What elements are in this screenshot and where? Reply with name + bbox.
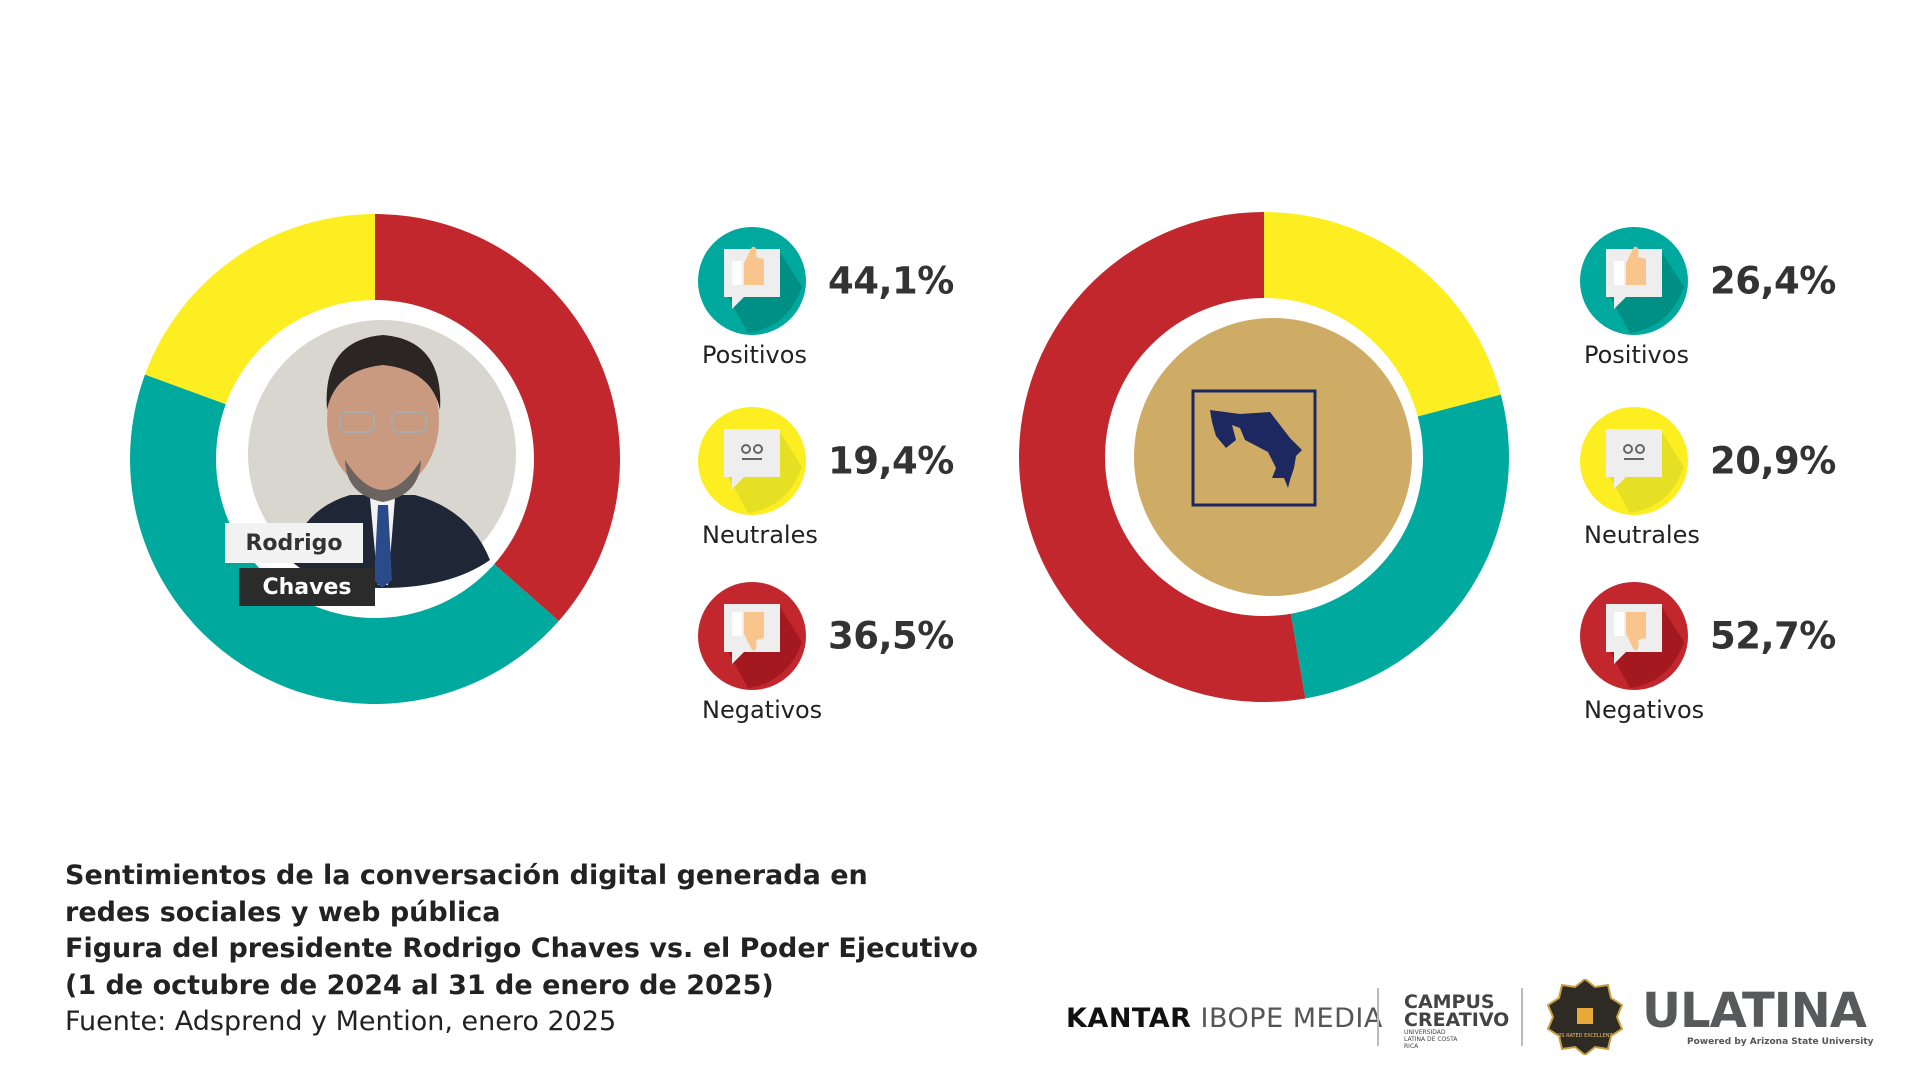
label-negativos: Negativos bbox=[1584, 696, 1705, 724]
donut-segment-neutrales bbox=[145, 213, 375, 408]
campus-sub-text: UNIVERSIDAD LATINA DE COSTA RICA bbox=[1404, 1029, 1458, 1050]
ibope-media-text: IBOPE MEDIA bbox=[1200, 1003, 1383, 1034]
thumbs-up-icon bbox=[698, 227, 806, 335]
creativo-text: CREATIVO bbox=[1404, 1009, 1510, 1031]
caption-source: Fuente: Adsprend y Mention, enero 2025 bbox=[65, 1006, 617, 1037]
thumbs-down-icon bbox=[698, 582, 806, 690]
caption: Sentimientos de la conversación digital … bbox=[65, 858, 978, 1041]
donut-segment-negativos bbox=[1018, 212, 1306, 703]
kantar-ibope-logo: KANTAR IBOPE MEDIA bbox=[1066, 1003, 1383, 1034]
ulatina-text: ULATINA bbox=[1642, 983, 1867, 1039]
neutral-face-icon bbox=[1580, 407, 1688, 515]
logo-divider bbox=[1377, 988, 1379, 1046]
thumbs-down-icon bbox=[1580, 582, 1688, 690]
percent-positivos: 44,1% bbox=[828, 259, 954, 303]
label-positivos: Positivos bbox=[1584, 341, 1689, 369]
percent-negativos: 52,7% bbox=[1710, 614, 1836, 658]
qs-badge-text: QS RATED EXCELLENT bbox=[1557, 1033, 1613, 1039]
caption-line-1: Sentimientos de la conversación digital … bbox=[65, 860, 868, 891]
thumbs-up-icon bbox=[1580, 227, 1688, 335]
neutral-face-icon bbox=[698, 407, 806, 515]
logo-divider bbox=[1521, 988, 1523, 1046]
qs-badge-logo: QS RATED EXCELLENT bbox=[1547, 979, 1623, 1055]
caption-line-2: redes sociales y web pública bbox=[65, 896, 501, 928]
label-positivos: Positivos bbox=[702, 341, 807, 369]
label-negativos: Negativos bbox=[702, 696, 823, 724]
donut-right bbox=[1018, 212, 1509, 703]
percent-negativos: 36,5% bbox=[828, 614, 954, 658]
name-tag-first: Rodrigo bbox=[225, 523, 363, 563]
label-neutrales: Neutrales bbox=[702, 521, 818, 549]
campus-text: CAMPUS bbox=[1404, 991, 1495, 1013]
kantar-text: KANTAR bbox=[1066, 1003, 1192, 1034]
campus-creativo-logo: CAMPUS CREATIVO UNIVERSIDAD LATINA DE CO… bbox=[1404, 991, 1510, 1051]
costa-rica-map-icon bbox=[1191, 389, 1317, 507]
caption-line-4: (1 de octubre de 2024 al 31 de enero de … bbox=[65, 969, 774, 1001]
ulatina-sub-text: Powered by Arizona State University bbox=[1687, 1037, 1874, 1047]
president-photo bbox=[248, 320, 516, 588]
name-tag-last: Chaves bbox=[239, 568, 375, 606]
donut-segment-positivos bbox=[1289, 394, 1509, 699]
donut-segment-neutrales bbox=[1264, 212, 1501, 419]
label-neutrales: Neutrales bbox=[1584, 521, 1700, 549]
donut-segment-positivos bbox=[129, 374, 559, 704]
percent-neutrales: 20,9% bbox=[1710, 439, 1836, 483]
percent-neutrales: 19,4% bbox=[828, 439, 954, 483]
caption-line-3: Figura del presidente Rodrigo Chaves vs.… bbox=[65, 933, 978, 964]
percent-positivos: 26,4% bbox=[1710, 259, 1836, 303]
ulatina-logo: ULATINA Powered by Arizona State Univers… bbox=[1642, 985, 1874, 1047]
